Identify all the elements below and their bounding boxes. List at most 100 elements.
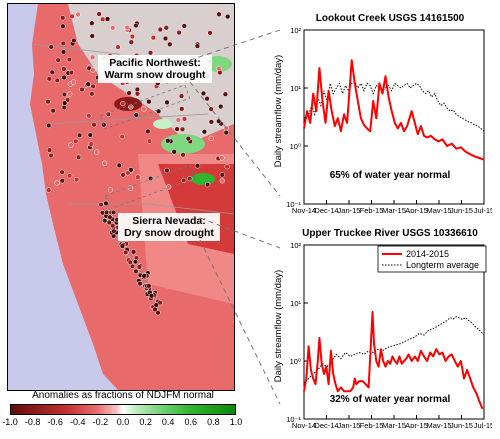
station-dot [103, 209, 110, 216]
station-dot [60, 49, 67, 55]
station-dot [150, 35, 157, 41]
station-dot [225, 13, 231, 20]
station-dot [208, 106, 214, 112]
station-dot [90, 67, 96, 73]
series-lines [303, 311, 485, 410]
colorbar-tick: -0.6 [47, 417, 63, 427]
station-dot [55, 57, 61, 63]
station-dot [157, 26, 163, 33]
station-dot [75, 154, 82, 160]
station-dot [66, 56, 73, 63]
station-dot [96, 11, 102, 17]
x-tick-label: Apr-15 [405, 206, 428, 213]
station-dot [45, 99, 51, 105]
station-dot [69, 13, 75, 19]
colorbar-tick: -0.8 [24, 417, 41, 427]
colorbar-tick: 1.0 [229, 417, 243, 427]
x-tick-label: Apr-15 [405, 421, 428, 428]
station-dot [216, 118, 222, 124]
station-dot [128, 167, 134, 173]
station-dot [104, 16, 111, 22]
station-dot [132, 259, 139, 265]
station-dot [219, 172, 225, 178]
station-dot [134, 91, 141, 97]
colorbar [10, 404, 236, 415]
station-dot [115, 44, 121, 50]
station-dot [204, 96, 210, 102]
station-dot [101, 122, 107, 128]
station-dot [201, 129, 208, 135]
station-dot [61, 66, 67, 72]
water-year-annotation: 65% of water year normal [330, 170, 451, 181]
station-dot [146, 283, 152, 289]
station-dot [147, 175, 154, 182]
station-dot [120, 100, 126, 107]
series-2014-2015 [303, 311, 484, 410]
x-tick-label: Jan-15 [338, 206, 361, 213]
legend-box [377, 245, 487, 273]
station-dot [49, 69, 55, 75]
callout-pacific-northwest: Pacific Northwest: Warm snow drought [98, 55, 212, 83]
station-dot [166, 184, 172, 190]
legend: 2014-2015 Longterm average [377, 245, 487, 273]
x-tick-label: Jul-15 [474, 421, 492, 428]
station-dot [163, 25, 169, 31]
colorbar-ticks: -1.0 -0.8 -0.6 -0.4 -0.2 0.0 0.2 0.4 0.6 0.8 1.0 [0, 417, 246, 431]
station-dot [71, 37, 77, 44]
station-dot [133, 22, 139, 29]
station-dot [152, 306, 158, 313]
station-dot [218, 103, 224, 110]
legend-label: 2014-2015 [406, 249, 449, 259]
anomaly-map: Pacific Northwest: Warm snow drought Sie… [7, 3, 235, 391]
station-dot [178, 93, 185, 99]
station-dot [88, 141, 94, 147]
station-dot [146, 99, 152, 105]
station-dot [174, 126, 180, 132]
station-dot [120, 172, 126, 178]
station-dot [145, 128, 151, 135]
station-dot [48, 152, 54, 159]
station-dot [74, 176, 80, 183]
colorbar-tick: 0.4 [161, 417, 175, 427]
station-dot [85, 81, 91, 87]
station-dot [59, 169, 65, 175]
y-tick-label: 10¹ [290, 299, 301, 308]
station-dot [194, 43, 201, 49]
station-dot [124, 24, 130, 31]
callout-pnw-line2: Warm snow drought [104, 69, 206, 81]
station-dot [61, 74, 67, 81]
station-dot [187, 176, 193, 182]
station-dot [181, 23, 187, 29]
station-dot [60, 40, 66, 47]
station-dot [100, 16, 106, 22]
colorbar-title: Anomalies as fractions of NDJFM normal [32, 390, 214, 401]
x-tick-label: Nov-14 [292, 421, 316, 428]
water-year-annotation: 32% of water year normal [330, 394, 451, 405]
station-dot [101, 160, 108, 166]
dark-patch [114, 97, 142, 111]
station-dot [204, 181, 211, 188]
colorbar-tick: 0.0 [116, 417, 130, 427]
y-tick-label: 10⁻¹ [286, 200, 301, 209]
station-dot [98, 201, 104, 208]
station-dot [119, 243, 126, 249]
station-dot [219, 178, 225, 184]
station-dot [54, 77, 60, 84]
station-dot [141, 273, 147, 279]
series-lines [303, 59, 485, 161]
station-dot [179, 106, 185, 112]
colorbar-tick: -0.2 [92, 417, 109, 427]
station-dot [62, 100, 68, 106]
station-dot [50, 107, 56, 114]
station-dot [208, 119, 215, 125]
station-dot [89, 33, 95, 39]
colorbar-tick: 0.2 [139, 417, 152, 427]
station-dot [127, 185, 134, 191]
station-dot [219, 155, 225, 161]
station-dot [107, 187, 114, 193]
colorbar-tick: 0.8 [207, 417, 220, 427]
station-dot [46, 147, 53, 153]
station-dot [94, 149, 100, 155]
station-dot [133, 112, 139, 118]
station-dot [61, 104, 67, 111]
